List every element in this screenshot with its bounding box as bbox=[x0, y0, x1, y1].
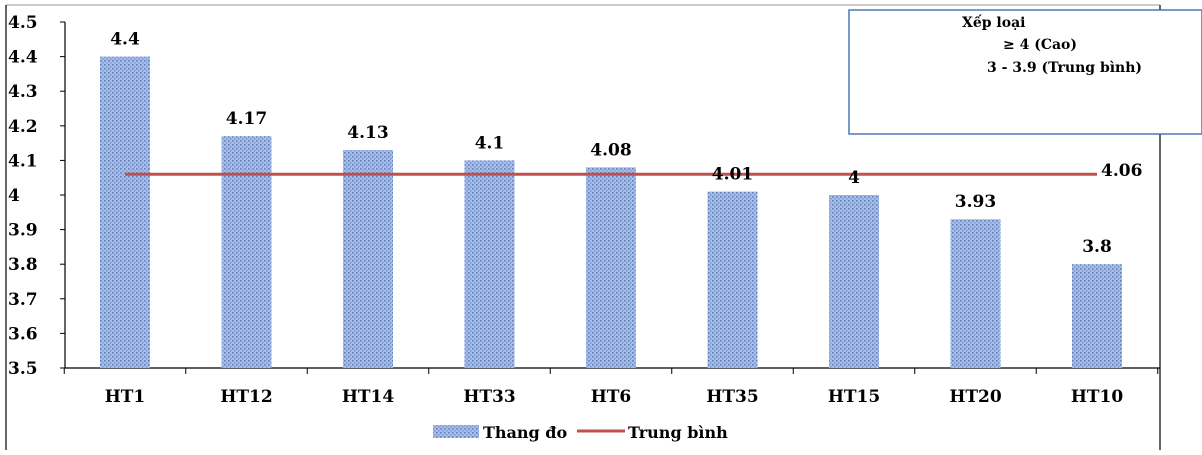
y-tick-label: 3.7 bbox=[8, 290, 38, 310]
y-tick-label: 4.2 bbox=[8, 117, 38, 137]
bar-ht6 bbox=[586, 167, 636, 368]
bar-ht35 bbox=[707, 191, 758, 368]
y-tick-label: 3.5 bbox=[8, 359, 38, 379]
bar-ht1 bbox=[100, 56, 150, 368]
category-label: HT35 bbox=[706, 387, 758, 407]
data-label: 4 bbox=[848, 168, 860, 188]
data-label: 4.1 bbox=[475, 133, 505, 153]
average-line-group: 4.06 bbox=[125, 161, 1142, 181]
category-label: HT12 bbox=[220, 387, 272, 407]
bar-ht15 bbox=[829, 195, 879, 368]
y-tick-label: 3.9 bbox=[8, 221, 38, 241]
average-line-label: 4.06 bbox=[1101, 161, 1142, 181]
data-label: 4.08 bbox=[590, 140, 631, 160]
bar-ht20 bbox=[950, 219, 1001, 368]
category-label: HT6 bbox=[591, 387, 632, 407]
category-label: HT1 bbox=[105, 387, 146, 407]
y-tick-label: 3.8 bbox=[8, 255, 38, 275]
legend-label-bar: Thang đo bbox=[483, 423, 567, 442]
category-label: HT20 bbox=[949, 387, 1002, 407]
legend-swatch-bar bbox=[433, 425, 479, 438]
data-labels: 4.4 4.17 4.13 4.1 4.08 4.01 4 3.93 3.8 bbox=[110, 30, 1112, 258]
category-label: HT15 bbox=[828, 387, 880, 407]
bar-ht33 bbox=[464, 160, 515, 368]
y-tick-label: 4 bbox=[8, 186, 20, 206]
note-line-high: ≥ 4 (Cao) bbox=[1003, 37, 1077, 53]
note-box bbox=[848, 9, 1202, 135]
note-line-medium: 3 - 3.9 (Trung bình) bbox=[987, 60, 1142, 76]
bar-ht12 bbox=[221, 136, 272, 368]
data-label: 4.13 bbox=[347, 123, 388, 143]
legend-label-line: Trung bình bbox=[628, 423, 728, 442]
y-tick-label: 4.3 bbox=[8, 82, 38, 102]
data-label: 4.4 bbox=[110, 30, 140, 50]
data-label: 4.01 bbox=[712, 165, 753, 185]
category-label: HT33 bbox=[463, 387, 515, 407]
y-tick-label: 4.1 bbox=[8, 151, 38, 171]
legend: Thang đo Trung bình bbox=[433, 423, 728, 442]
note-title: Xếp loại bbox=[962, 13, 1025, 31]
y-tick-label: 4.5 bbox=[8, 13, 38, 33]
bar-ht14 bbox=[343, 150, 393, 368]
bar-ht10 bbox=[1072, 264, 1122, 368]
y-tick-label: 3.6 bbox=[8, 324, 38, 344]
category-label: HT10 bbox=[1071, 387, 1124, 407]
data-label: 3.93 bbox=[955, 192, 996, 212]
classification-note: Xếp loại ≥ 4 (Cao) 3 - 3.9 (Trung bình) bbox=[848, 9, 1202, 135]
category-label: HT14 bbox=[342, 387, 395, 407]
x-axis-labels: HT1 HT12 HT14 HT33 HT6 HT35 HT15 HT20 HT10 bbox=[105, 387, 1124, 407]
data-label: 3.8 bbox=[1082, 237, 1112, 257]
y-tick-label: 4.4 bbox=[8, 48, 38, 68]
data-label: 4.17 bbox=[226, 109, 267, 129]
